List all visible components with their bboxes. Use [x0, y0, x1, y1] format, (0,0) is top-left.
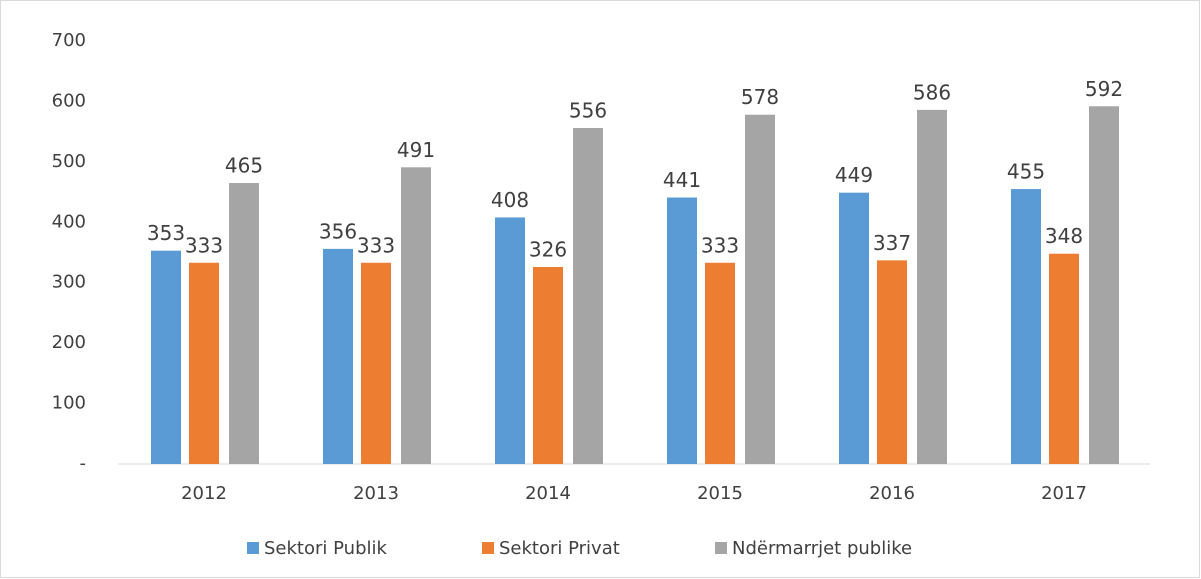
- bar: [1049, 253, 1079, 464]
- legend-label: Sektori Publik: [264, 538, 387, 559]
- y-tick-label: 400: [52, 211, 86, 232]
- data-label: 586: [913, 80, 951, 104]
- bar: [1011, 189, 1041, 465]
- bar: [533, 267, 563, 464]
- data-label: 333: [357, 233, 395, 257]
- legend-swatch: [482, 542, 494, 554]
- bar: [917, 109, 947, 464]
- bar: [151, 250, 181, 464]
- legend-label: Sektori Privat: [499, 538, 620, 559]
- x-tick-label: 2015: [697, 483, 743, 504]
- x-tick-label: 2017: [1041, 483, 1087, 504]
- y-tick-label: 300: [52, 272, 86, 293]
- y-tick-label: 100: [52, 393, 86, 414]
- data-label: 556: [569, 99, 607, 123]
- data-label: 578: [741, 85, 779, 109]
- bar: [229, 183, 259, 464]
- bar: [495, 217, 525, 464]
- data-label: 408: [491, 188, 529, 212]
- data-label: 337: [873, 231, 911, 255]
- bar: [745, 114, 775, 465]
- data-label: 455: [1007, 160, 1045, 184]
- data-label: 333: [185, 233, 223, 257]
- data-label: 441: [663, 168, 701, 192]
- data-label: 592: [1085, 77, 1123, 101]
- data-label: 326: [529, 238, 567, 262]
- data-label: 449: [835, 163, 873, 187]
- bar: [323, 248, 353, 464]
- legend-swatch: [247, 542, 259, 554]
- bar: [705, 262, 735, 464]
- x-tick-label: 2016: [869, 483, 915, 504]
- y-tick-label: 700: [52, 30, 86, 51]
- data-label: 465: [225, 154, 263, 178]
- bar: [667, 197, 697, 464]
- y-tick-label: -: [80, 453, 87, 474]
- x-tick-label: 2014: [525, 483, 571, 504]
- bar: [361, 262, 391, 464]
- data-label: 491: [397, 138, 435, 162]
- y-tick-label: 500: [52, 151, 86, 172]
- bar: [573, 128, 603, 464]
- bar: [877, 260, 907, 464]
- x-tick-label: 2013: [353, 483, 399, 504]
- y-tick-label: 600: [52, 90, 86, 111]
- legend-swatch: [715, 542, 727, 554]
- data-label: 333: [701, 233, 739, 257]
- data-label: 348: [1045, 224, 1083, 248]
- bar: [839, 192, 869, 464]
- data-label: 356: [319, 219, 357, 243]
- y-tick-label: 200: [52, 332, 86, 353]
- x-tick-label: 2012: [181, 483, 227, 504]
- bar: [401, 167, 431, 464]
- data-label: 353: [147, 221, 185, 245]
- bar: [1089, 106, 1119, 465]
- legend-label: Ndërmarrjet publike: [732, 538, 912, 559]
- bar: [189, 262, 219, 464]
